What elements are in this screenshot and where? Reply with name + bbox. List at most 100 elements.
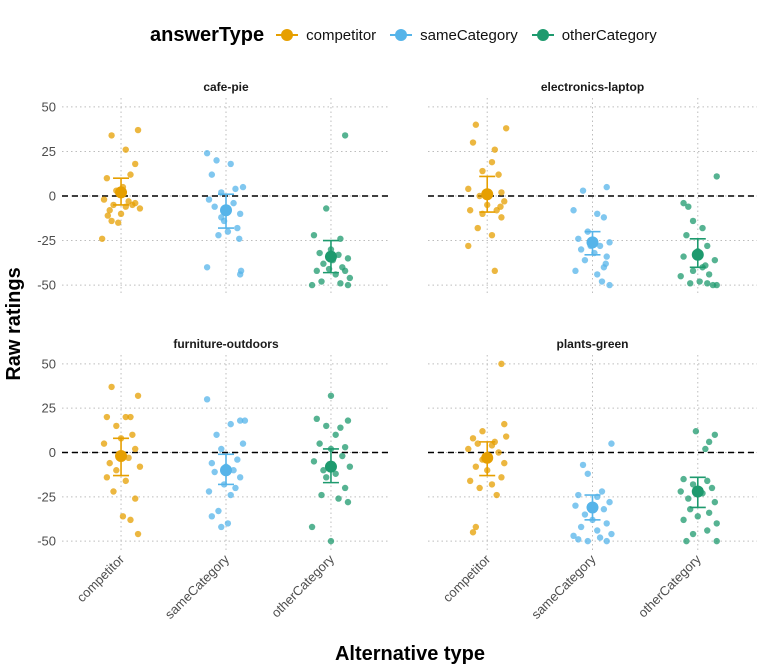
data-point — [230, 467, 237, 474]
data-point — [686, 280, 694, 287]
facet-panel: cafe-pie 50 25 0 -25 -50 — [37, 80, 390, 294]
y-tick-label: -25 — [37, 233, 56, 248]
data-point — [134, 392, 142, 399]
legend: answerType competitor sameCategory other… — [150, 20, 671, 50]
mean-point — [220, 204, 232, 217]
data-point — [602, 260, 609, 267]
data-point — [227, 160, 234, 168]
data-point — [203, 264, 211, 271]
legend-item-samecategory: sameCategory — [390, 27, 518, 44]
facet-panel: furniture-outdoors 50 25 0 -25 -50 competitor s… — [37, 337, 390, 622]
data-point — [575, 491, 582, 499]
facet-title: furniture-outdoors — [173, 337, 279, 351]
data-point — [108, 383, 115, 391]
data-point — [581, 511, 589, 518]
data-point — [606, 498, 613, 506]
data-point — [332, 431, 339, 438]
facet-title: electronics-laptop — [541, 80, 644, 94]
data-point — [488, 442, 496, 449]
legend-label-samecategory: sameCategory — [420, 26, 518, 44]
data-point — [685, 203, 692, 210]
data-point — [236, 235, 243, 242]
mean-point — [115, 186, 128, 199]
data-point — [215, 232, 222, 239]
data-point — [705, 438, 713, 446]
data-point — [466, 207, 474, 214]
data-point — [472, 523, 480, 531]
data-point — [603, 520, 610, 527]
x-tick-label: otherCategory — [268, 551, 337, 620]
data-point — [680, 199, 687, 207]
data-point — [344, 498, 352, 506]
data-point — [218, 445, 225, 453]
legend-key-othercategory — [531, 28, 554, 42]
legend-title: answerType — [150, 23, 265, 46]
data-point — [474, 224, 481, 232]
mean-point — [691, 248, 704, 261]
data-point — [211, 468, 218, 476]
data-point — [327, 392, 335, 399]
facet-panel: electronics-laptop — [428, 80, 757, 294]
data-point — [472, 463, 480, 470]
data-point — [224, 520, 232, 527]
data-point — [115, 219, 122, 226]
y-tick-label: 50 — [42, 356, 56, 371]
data-point — [502, 433, 510, 440]
data-point — [501, 198, 508, 205]
data-point — [579, 461, 587, 469]
legend-item-competitor: competitor — [276, 27, 376, 44]
data-point — [488, 481, 496, 488]
data-point — [122, 413, 129, 421]
data-point — [608, 530, 615, 538]
x-tick-label: otherCategory — [635, 551, 704, 620]
data-point — [224, 228, 232, 235]
data-point — [320, 467, 327, 474]
data-point — [344, 417, 352, 424]
data-point — [704, 477, 711, 485]
data-point — [208, 459, 216, 467]
data-point — [230, 199, 237, 207]
data-point — [680, 475, 687, 483]
data-point — [702, 445, 709, 453]
data-point — [594, 210, 601, 218]
data-point — [465, 185, 472, 193]
data-point — [498, 189, 505, 196]
data-point — [132, 160, 139, 168]
data-point — [493, 491, 500, 499]
data-point — [132, 445, 139, 453]
data-point — [692, 428, 700, 435]
mean-point — [115, 450, 128, 463]
mean-point — [324, 250, 337, 263]
data-point — [469, 529, 477, 536]
data-point — [570, 532, 577, 540]
data-point — [495, 449, 502, 456]
data-point — [465, 445, 472, 453]
data-point — [227, 420, 234, 428]
data-point — [100, 196, 108, 203]
data-point — [501, 420, 508, 428]
mean-point — [691, 485, 704, 498]
data-point — [497, 203, 504, 210]
data-point — [237, 267, 245, 275]
data-point — [341, 443, 349, 451]
data-point — [113, 467, 120, 474]
mean-point — [220, 464, 232, 477]
data-point — [476, 484, 483, 492]
data-point — [208, 513, 216, 520]
mean-point — [481, 188, 494, 201]
data-point — [608, 440, 615, 447]
legend-item-othercategory: otherCategory — [531, 27, 657, 44]
x-tick-label: sameCategory — [528, 551, 599, 622]
data-point — [234, 224, 241, 232]
data-point — [127, 413, 134, 421]
legend-key-samecategory — [390, 28, 413, 42]
y-tick-label: 25 — [42, 401, 56, 416]
data-point — [689, 481, 697, 488]
data-point — [594, 271, 601, 278]
data-point — [705, 509, 713, 516]
x-tick-label: competitor — [74, 551, 128, 605]
data-point — [113, 422, 120, 430]
data-point — [465, 242, 472, 250]
data-point — [134, 530, 142, 538]
